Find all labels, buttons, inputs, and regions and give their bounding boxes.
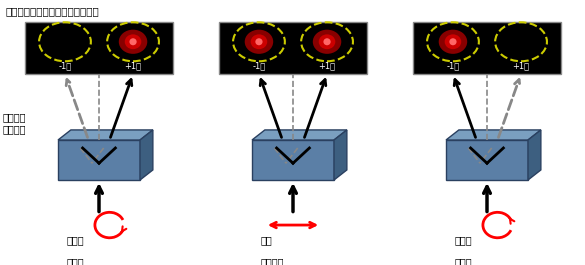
Ellipse shape	[313, 30, 341, 54]
Text: 円偏光: 円偏光	[67, 257, 84, 265]
Bar	[446, 140, 528, 180]
Polygon shape	[58, 130, 153, 140]
Bar	[252, 140, 334, 180]
Polygon shape	[140, 130, 153, 180]
Text: 水平: 水平	[261, 236, 273, 246]
Text: -1次: -1次	[252, 61, 266, 70]
Ellipse shape	[125, 34, 142, 49]
Text: スクリーンに映る回折スポット像: スクリーンに映る回折スポット像	[6, 7, 99, 17]
Bar	[413, 22, 561, 74]
Polygon shape	[334, 130, 347, 180]
Ellipse shape	[319, 34, 335, 49]
Ellipse shape	[245, 30, 273, 54]
Bar	[219, 22, 367, 74]
Text: 偏光分離
回折格子: 偏光分離 回折格子	[3, 112, 26, 134]
Polygon shape	[528, 130, 541, 180]
Ellipse shape	[255, 38, 263, 45]
Polygon shape	[446, 130, 541, 140]
Ellipse shape	[119, 30, 147, 54]
Bar	[25, 22, 173, 74]
Text: 円偏光: 円偏光	[455, 257, 473, 265]
Ellipse shape	[439, 30, 467, 54]
Text: -1次: -1次	[58, 61, 71, 70]
Text: 直線偏光: 直線偏光	[261, 257, 284, 265]
Bar	[58, 140, 140, 180]
Text: +1次: +1次	[512, 61, 529, 70]
Ellipse shape	[250, 34, 267, 49]
Ellipse shape	[445, 34, 461, 49]
Text: 右回り: 右回り	[455, 236, 473, 246]
Ellipse shape	[129, 38, 137, 45]
Text: +1次: +1次	[318, 61, 336, 70]
Polygon shape	[252, 130, 347, 140]
Ellipse shape	[449, 38, 456, 45]
Text: 左回り: 左回り	[67, 236, 84, 246]
Text: +1次: +1次	[125, 61, 142, 70]
Text: -1次: -1次	[446, 61, 460, 70]
Ellipse shape	[324, 38, 331, 45]
